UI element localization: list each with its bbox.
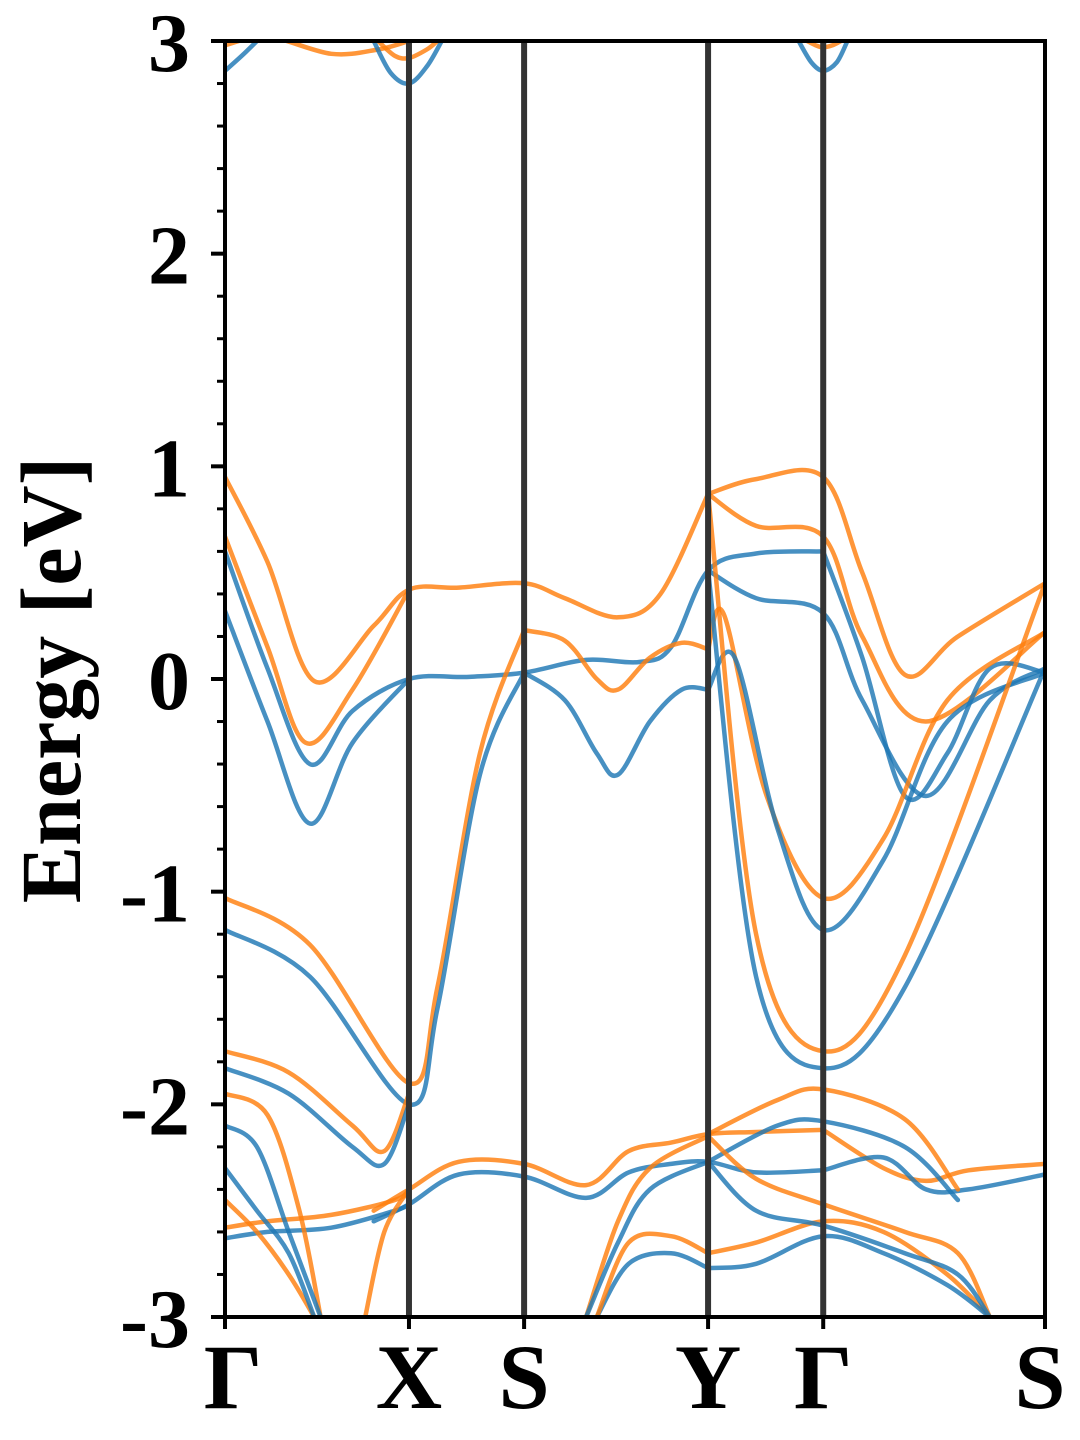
band-line-18 <box>371 1127 826 1213</box>
band-line-21 <box>820 1154 1045 1195</box>
x-tick-label-0: Γ <box>204 1326 263 1428</box>
band-line-15 <box>705 568 1045 1071</box>
y-tick-label-1: -2 <box>120 1060 190 1153</box>
band-line-8 <box>521 627 711 693</box>
y-tick-label-3: 0 <box>148 635 190 728</box>
x-tick-label-5: S <box>1014 1326 1065 1428</box>
band-line-3 <box>705 491 1045 724</box>
band-line-27 <box>225 1165 317 1317</box>
band-line-32 <box>594 1231 711 1317</box>
band-line-37 <box>705 1133 993 1317</box>
band-line-0 <box>225 474 711 685</box>
band-line-33 <box>705 1086 961 1192</box>
band-line-7 <box>705 568 1045 799</box>
y-tick-label-6: 3 <box>148 0 190 90</box>
band-line-10 <box>225 627 527 1086</box>
band-line-39 <box>225 41 412 57</box>
band-line-31 <box>594 1250 711 1317</box>
band-line-9 <box>521 670 711 779</box>
y-axis: -3 -2 -1 0 1 2 3 <box>120 0 225 1366</box>
band-line-29 <box>583 1133 711 1317</box>
band-line-24 <box>225 1091 323 1317</box>
x-tick-label-4: Γ <box>794 1326 853 1428</box>
y-tick-label-0: -3 <box>120 1273 190 1366</box>
y-tick-label-2: -1 <box>120 848 190 941</box>
band-line-40 <box>225 41 261 74</box>
band-line-19 <box>371 1158 826 1224</box>
y-tick-label-5: 2 <box>148 210 190 303</box>
band-line-6 <box>225 608 412 826</box>
band-line-26 <box>225 1197 317 1317</box>
band-line-16 <box>225 1048 412 1155</box>
x-tick-label-3: Y <box>675 1326 741 1428</box>
band-line-28 <box>362 1187 412 1317</box>
band-line-23 <box>225 1202 412 1241</box>
band-line-38 <box>705 1159 993 1317</box>
band-line-5 <box>820 549 1045 802</box>
band-lines <box>225 41 1045 1317</box>
kpoint-lines <box>405 41 827 1317</box>
band-line-1 <box>705 467 1045 679</box>
band-line-25 <box>225 1123 323 1317</box>
plot-frame <box>223 39 1047 1319</box>
x-tick-label-1: X <box>376 1326 442 1428</box>
band-line-20 <box>820 1127 1045 1184</box>
band-line-35 <box>705 1218 993 1317</box>
band-line-36 <box>705 1233 993 1317</box>
band-line-30 <box>583 1159 711 1317</box>
band-line-2 <box>225 534 412 746</box>
x-tick-label-2: S <box>499 1326 550 1428</box>
y-tick-label-4: 1 <box>148 422 190 515</box>
band-line-17 <box>225 1065 412 1169</box>
band-line-11 <box>225 670 527 1107</box>
y-axis-title: Energy [eV] <box>3 457 99 904</box>
